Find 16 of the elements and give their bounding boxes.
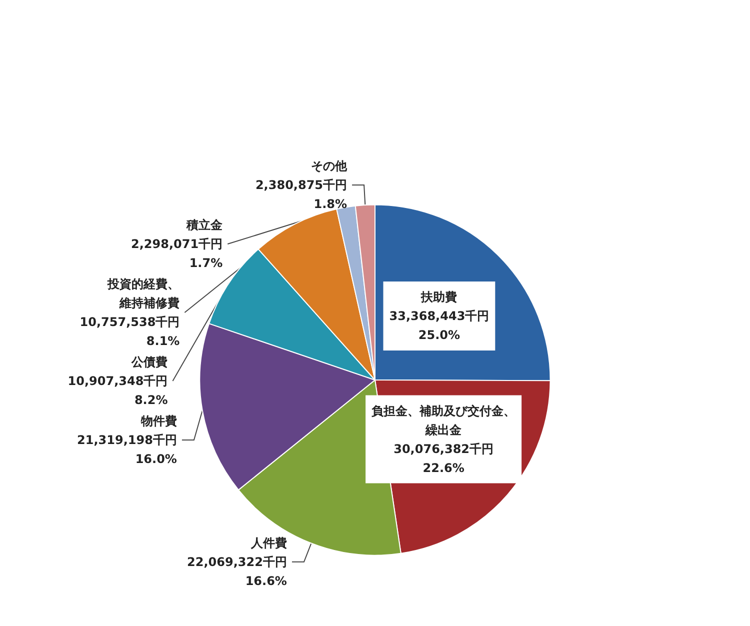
data-label: 22,069,322千円 16.6% xyxy=(187,554,287,588)
slice-label: その他 xyxy=(311,159,348,174)
data-label: 2,380,875千円 1.8% xyxy=(255,178,348,212)
slice-label: 扶助費 xyxy=(420,290,458,304)
slice-label: 公債費 xyxy=(130,355,168,370)
data-label: 33,368,443千円 25.0% xyxy=(389,309,490,342)
slice-label: 負担金、補助及び交付金、繰出金 xyxy=(372,404,516,437)
data-label: 10,757,538千円 8.1% xyxy=(80,315,180,348)
slice-label: 人件費 xyxy=(250,536,287,550)
data-label: 10,907,348千円 8.2% xyxy=(68,374,168,408)
data-label: 2,298,071千円 1.7% xyxy=(131,237,223,270)
data-label: 21,319,198千円 16.0% xyxy=(77,433,177,466)
slice-label: 物件費 xyxy=(140,414,177,428)
slice-label: 積立金 xyxy=(186,218,224,232)
slice-label: 投資的経費、維持補修費 xyxy=(106,277,180,310)
data-label: 30,076,382千円 22.6% xyxy=(394,442,494,475)
